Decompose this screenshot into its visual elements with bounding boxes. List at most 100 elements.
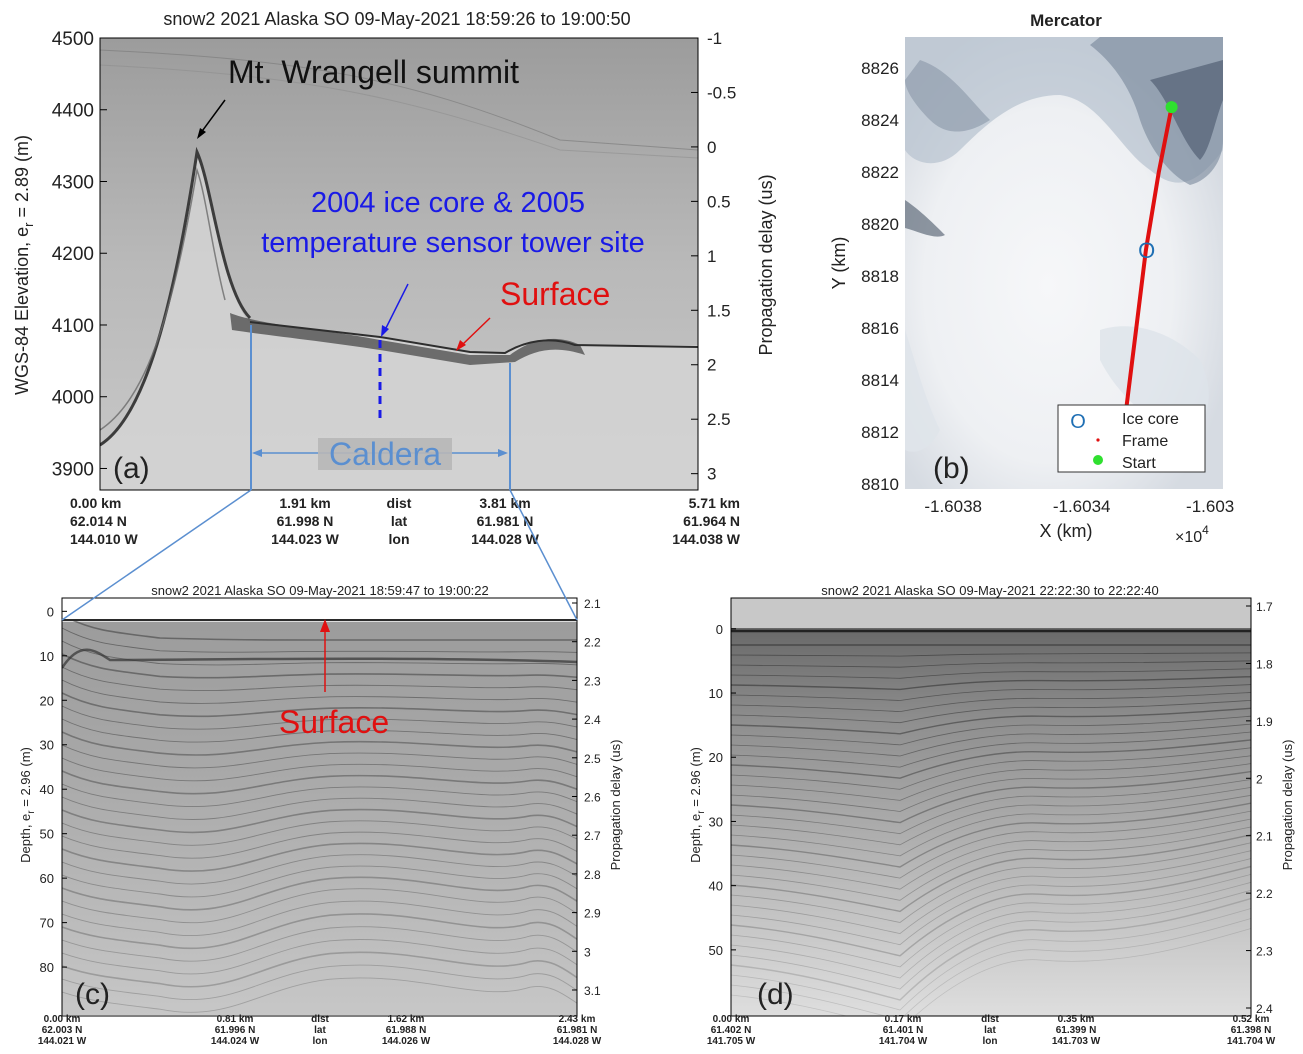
d-internal-layer [731,874,1251,968]
a-y2-tick-label: 2 [707,356,716,375]
a-y-tick-label: 4100 [52,316,94,337]
c-x-tick-lon: 144.021 W [38,1036,87,1047]
a-x-tick-lon: lon [389,531,410,547]
panel-a-label: (a) [113,452,150,485]
d-x-tick-lat: 61.399 N [1056,1025,1097,1036]
d-y2-tick-label: 2.3 [1256,945,1273,959]
c-y-tick-label: 0 [47,604,54,619]
d-y-tick-label: 10 [709,686,723,701]
panel-a-x-ticks: 0.00 km 62.014 N 144.010 W 1.91 km 61.998 N 1… [70,495,741,547]
panel-b-title: Mercator [1030,11,1102,30]
d-x-tick-dist: 0.00 km [713,1014,750,1025]
c-internal-layer [62,820,577,846]
a-y2-tick-label: -0.5 [707,83,736,102]
c-y-tick-label: 10 [40,649,54,664]
c-internal-layer [62,876,577,911]
b-y-tick-label: 8814 [861,371,899,390]
c-x-tick-dist: 0.81 km [217,1014,254,1025]
d-x-tick-dist: 0.52 km [1233,1014,1270,1025]
a-y-tick-label: 4500 [52,29,94,50]
d-internal-layer [731,739,1251,779]
d-internal-layer [731,675,1251,691]
c-y2-tick-label: 2.7 [584,829,601,843]
a-y-tick-label: 4400 [52,101,94,122]
d-internal-layer [731,889,1251,990]
start-marker [1165,101,1178,114]
d-internal-layer [731,834,1251,913]
b-y-tick-label: 8824 [861,111,899,130]
b-y-tick-label: 8810 [861,475,899,494]
d-x-tick-lon: 141.705 W [707,1036,756,1047]
b-y-tick-label: 8822 [861,163,899,182]
c-internal-layer [62,627,577,653]
panel-b-y-axis-label: Y (km) [829,237,849,290]
c-y-tick-label: 60 [40,871,54,886]
a-x-tick-lat: 61.981 N [477,513,534,529]
legend-start-icon [1093,455,1103,465]
c-x-tick-dist: 1.62 km [388,1014,425,1025]
c-x-tick-lat: 61.996 N [215,1025,256,1036]
c-internal-layer [62,842,577,872]
panel-b-x-ticks: -1.6038 -1.6034 -1.603 [924,497,1234,516]
d-y-tick-label: 30 [709,814,723,829]
panel-b-plot: O [1124,101,1178,408]
c-internal-layer [62,939,577,975]
c-x-tick-lat: 62.003 N [42,1025,83,1036]
c-internal-layer [62,744,577,769]
d-y2-tick-label: 1.9 [1256,715,1273,729]
d-x-tick-lon: 141.704 W [879,1036,928,1047]
panel-c-frame [61,597,578,1017]
panel-b: Mercator O 88108812881488168818882088228… [829,11,1234,546]
d-y2-tick-label: 2 [1256,772,1263,786]
d-internal-layer [731,908,1251,1011]
c-internal-layer [62,679,577,704]
a-x-tick-dist: dist [387,495,412,511]
c-y2-tick-label: 2.3 [584,674,601,688]
b-y-tick-label: 8816 [861,319,899,338]
panel-a-title: snow2 2021 Alaska SO 09-May-2021 18:59:2… [163,9,630,29]
a-x-tick-lon: 144.028 W [471,531,539,547]
c-y-tick-label: 70 [40,916,54,931]
panel-d-y-axis-label: Depth, er = 2.96 (m) [688,747,707,863]
c-internal-layer [62,964,577,1001]
panel-c-y-axis-label: Depth, er = 2.96 (m) [18,747,37,863]
d-y2-tick-label: 1.7 [1256,600,1273,614]
c-firn-layer [62,648,577,669]
d-internal-layer [731,715,1251,746]
d-internal-layer [731,684,1251,701]
d-internal-layer [731,818,1251,890]
d-y2-tick-label: 2.2 [1256,887,1273,901]
frame-track-line [1124,105,1174,408]
legend-frame: Frame [1122,433,1168,450]
panel-a-y-axis-label: WGS-84 Elevation, er = 2.89 (m) [12,135,36,395]
c-x-tick-lat: 61.988 N [386,1025,427,1036]
legend-start: Start [1122,455,1156,472]
a-x-tick-dist: 3.81 km [479,495,530,511]
panel-b-label: (b) [933,452,970,485]
surface-annotation-a: Surface [500,276,610,312]
d-internal-layer [731,826,1251,901]
b-x-tick-label: -1.6038 [924,497,982,516]
panel-a-radargram [100,38,698,490]
summit-arrow [199,99,226,135]
d-internal-layer [731,731,1251,768]
d-x-tick-lon: lon [983,1036,998,1047]
c-x-tick-lon: 144.026 W [382,1036,431,1047]
c-internal-layer [62,831,577,859]
d-x-tick-lat: lat [984,1025,996,1036]
panel-c: snow2 2021 Alaska SO 09-May-2021 18:59:4… [18,583,623,1047]
d-y-tick-label: 20 [709,750,723,765]
caldera-annotation: Caldera [329,436,441,472]
d-x-tick-dist: 0.35 km [1058,1014,1095,1025]
c-internal-layer [62,757,577,782]
panel-b-y-ticks: 8810 8812 8814 8816 8818 8820 8822 8824 8826 [861,59,899,494]
d-internal-layer [731,810,1251,879]
c-y2-tick-label: 2.5 [584,752,601,766]
d-internal-layer [731,699,1251,724]
c-y2-tick-label: 3 [584,945,591,959]
b-x-tick-label: -1.603 [1186,497,1234,516]
c-x-tick-lat: 61.981 N [557,1025,598,1036]
a-x-tick-lat: 62.014 N [70,513,127,529]
